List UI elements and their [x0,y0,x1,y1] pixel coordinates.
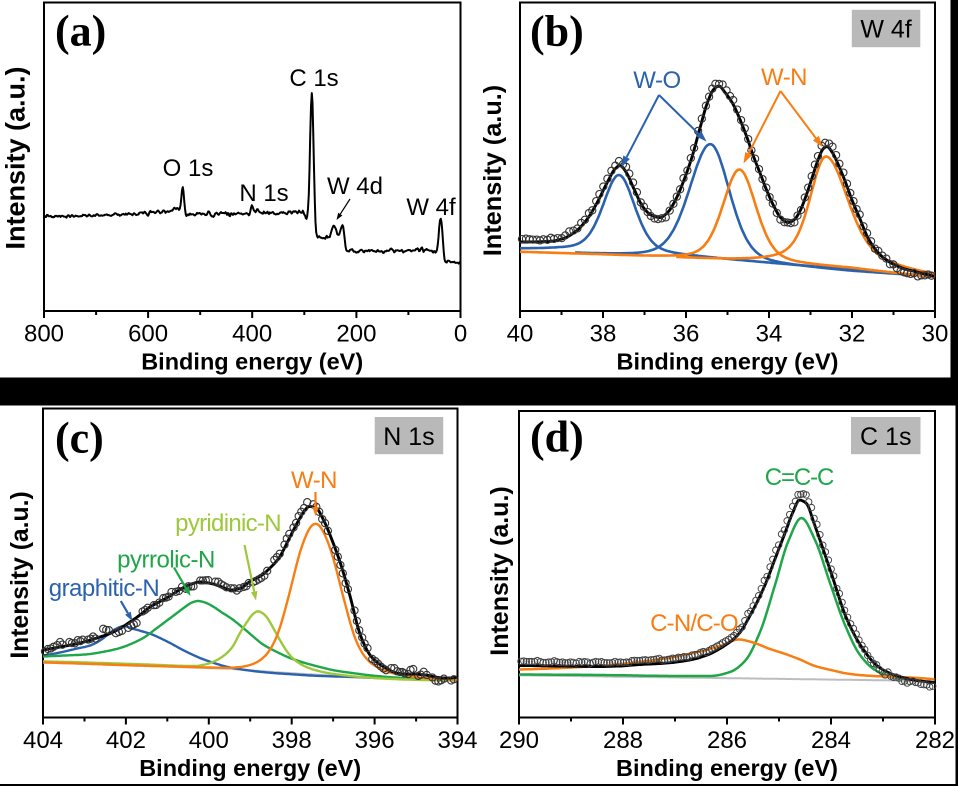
svg-text:(b): (b) [530,7,584,56]
svg-text:Intensity (a.u.): Intensity (a.u.) [7,491,34,658]
svg-text:W-N: W-N [291,467,337,494]
svg-text:290: 290 [499,727,539,754]
svg-text:(a): (a) [55,7,106,56]
svg-text:(d): (d) [530,413,584,462]
svg-text:C 1s: C 1s [860,423,911,451]
svg-text:398: 398 [272,727,312,754]
svg-text:(c): (c) [55,414,104,463]
svg-text:284: 284 [811,727,851,754]
svg-text:Intensity (a.u.): Intensity (a.u.) [486,486,514,655]
svg-text:Intensity (a.u.): Intensity (a.u.) [1,66,31,249]
svg-text:0: 0 [454,321,467,348]
svg-text:W 4d: W 4d [327,173,383,200]
svg-text:pyrrolic-N: pyrrolic-N [117,547,215,574]
svg-text:C 1s: C 1s [289,65,338,92]
svg-text:W-O: W-O [633,67,680,94]
svg-text:36: 36 [673,321,700,348]
svg-text:282: 282 [915,727,955,754]
svg-text:W 4f: W 4f [406,194,456,221]
svg-text:Binding energy (eV): Binding energy (eV) [616,755,838,781]
svg-text:286: 286 [707,727,747,754]
svg-text:396: 396 [355,727,395,754]
svg-text:Binding energy (eV): Binding energy (eV) [141,349,363,375]
svg-text:394: 394 [437,727,477,754]
svg-text:288: 288 [603,727,643,754]
svg-text:N 1s: N 1s [383,423,434,451]
svg-text:C-N/C-O: C-N/C-O [650,610,738,637]
svg-text:800: 800 [24,321,64,348]
svg-text:600: 600 [128,321,168,348]
svg-text:pyridinic-N: pyridinic-N [175,510,281,537]
svg-text:400: 400 [189,727,229,754]
svg-text:400: 400 [232,321,272,348]
svg-text:38: 38 [590,321,617,348]
svg-text:Binding energy (eV): Binding energy (eV) [139,755,361,781]
svg-text:C=C-C: C=C-C [765,464,834,491]
svg-text:Binding energy (eV): Binding energy (eV) [617,349,839,375]
svg-text:O 1s: O 1s [163,155,214,182]
svg-text:200: 200 [336,321,376,348]
svg-text:graphitic-N: graphitic-N [49,575,160,602]
svg-text:Intensity (a.u.): Intensity (a.u.) [479,85,507,256]
svg-text:N 1s: N 1s [239,180,288,207]
svg-text:30: 30 [922,321,949,348]
svg-text:34: 34 [756,321,783,348]
svg-text:32: 32 [839,321,866,348]
svg-text:40: 40 [507,321,534,348]
svg-text:W 4f: W 4f [860,15,911,43]
svg-text:402: 402 [106,727,146,754]
svg-text:404: 404 [23,727,63,754]
svg-text:W-N: W-N [761,64,807,91]
